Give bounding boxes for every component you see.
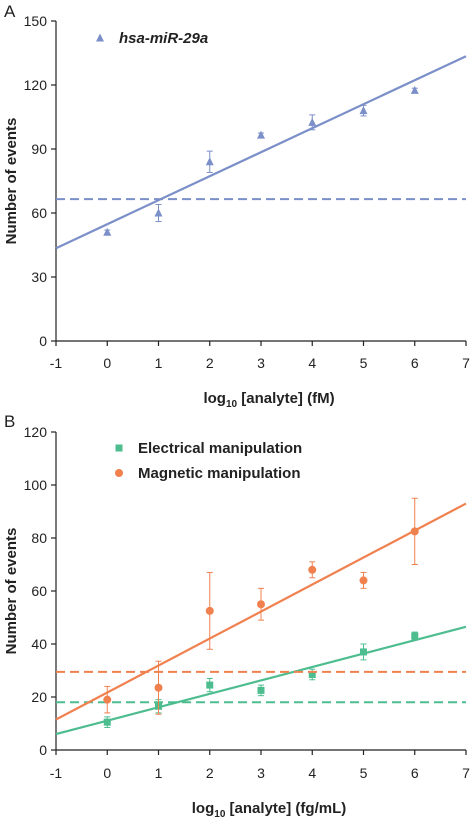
y-tick-label: 30 bbox=[31, 269, 47, 285]
data-point bbox=[103, 718, 111, 726]
x-axis-label-subscript: 10 bbox=[226, 399, 238, 410]
data-point bbox=[360, 648, 367, 656]
data-point bbox=[103, 227, 112, 236]
data-point bbox=[359, 576, 368, 585]
data-point bbox=[206, 681, 214, 689]
x-tick-label: 4 bbox=[308, 765, 316, 781]
x-tick-label: 5 bbox=[360, 765, 368, 781]
legend-label: Electrical manipulation bbox=[138, 440, 302, 457]
x-tick-label: 5 bbox=[360, 355, 368, 371]
x-axis-label-main: log bbox=[192, 800, 215, 817]
data-point bbox=[411, 632, 419, 640]
data-point bbox=[257, 600, 265, 609]
data-point bbox=[410, 527, 419, 536]
fit-line bbox=[55, 55, 467, 250]
y-tick-label: 0 bbox=[39, 742, 47, 758]
series-square: Electrical manipulation bbox=[55, 440, 467, 736]
x-axis-label: log10 [analyte] (fM) bbox=[203, 390, 334, 410]
panel-label: B bbox=[4, 412, 15, 431]
data-point bbox=[410, 85, 419, 94]
x-tick-label: 6 bbox=[411, 355, 419, 371]
x-axis-label-subscript: 10 bbox=[214, 809, 226, 820]
data-point bbox=[257, 130, 265, 139]
x-tick-label: 7 bbox=[462, 355, 470, 371]
data-point bbox=[103, 695, 112, 704]
data-point bbox=[154, 683, 163, 692]
x-tick-label: 6 bbox=[411, 765, 419, 781]
data-point bbox=[154, 208, 163, 217]
legend-marker bbox=[115, 469, 123, 477]
fit-line bbox=[55, 625, 467, 736]
y-tick-label: 80 bbox=[31, 530, 47, 546]
x-axis-label-rest: [analyte] (fM) bbox=[237, 390, 335, 407]
x-axis-label-main: log bbox=[203, 390, 226, 407]
y-axis-label: Number of events bbox=[3, 118, 20, 245]
y-tick-label: 120 bbox=[24, 77, 48, 93]
legend-marker bbox=[115, 444, 123, 452]
x-tick-label: 1 bbox=[155, 355, 163, 371]
data-point bbox=[308, 117, 317, 126]
series-triangle: hsa-miR-29a bbox=[55, 30, 467, 250]
x-tick-label: -1 bbox=[50, 765, 63, 781]
y-tick-label: 0 bbox=[39, 333, 47, 349]
y-tick-label: 20 bbox=[31, 689, 47, 705]
x-tick-label: 2 bbox=[206, 355, 214, 371]
y-tick-label: 100 bbox=[24, 477, 48, 493]
panel-label: A bbox=[4, 2, 16, 21]
x-tick-label: 3 bbox=[257, 765, 265, 781]
x-tick-label: -1 bbox=[50, 355, 63, 371]
x-tick-label: 3 bbox=[257, 355, 265, 371]
x-tick-label: 1 bbox=[155, 765, 163, 781]
data-point bbox=[205, 606, 214, 615]
series-circle: Magnetic manipulation bbox=[55, 465, 467, 721]
x-axis-label-rest: [analyte] (fg/mL) bbox=[225, 800, 346, 817]
legend-label: Magnetic manipulation bbox=[138, 465, 301, 482]
data-point bbox=[359, 106, 368, 115]
x-axis-label: log10 [analyte] (fg/mL) bbox=[192, 800, 346, 820]
y-tick-label: 90 bbox=[31, 141, 47, 157]
y-tick-label: 60 bbox=[31, 583, 47, 599]
data-point bbox=[308, 565, 317, 574]
y-tick-label: 120 bbox=[24, 424, 48, 440]
y-tick-label: 60 bbox=[31, 205, 47, 221]
x-tick-label: 2 bbox=[206, 765, 214, 781]
y-tick-label: 40 bbox=[31, 636, 47, 652]
x-tick-label: 0 bbox=[103, 355, 111, 371]
data-point bbox=[308, 670, 316, 678]
x-tick-label: 7 bbox=[462, 765, 470, 781]
legend-marker bbox=[96, 33, 104, 42]
data-point bbox=[257, 686, 265, 694]
x-tick-label: 0 bbox=[103, 765, 111, 781]
x-tick-label: 4 bbox=[308, 355, 316, 371]
data-point bbox=[205, 157, 214, 166]
legend-label: hsa-miR-29a bbox=[119, 30, 208, 47]
y-tick-label: 150 bbox=[24, 13, 48, 29]
y-axis-label: Number of events bbox=[3, 528, 20, 655]
